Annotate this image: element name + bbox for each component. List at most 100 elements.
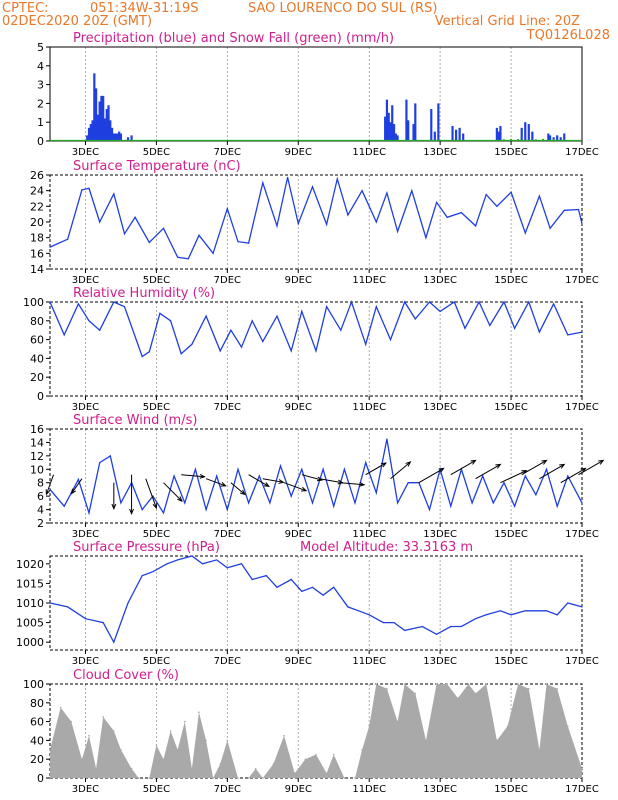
run-label: 02DEC2020 20Z (GMT) [2,14,152,29]
series-point [63,505,65,507]
wind-arrow-head [405,461,412,467]
wind-arrow [539,463,565,480]
precip-bar [556,135,559,141]
series-point [478,301,480,303]
x-tick-label: 9DEC [285,784,312,795]
panel-title: Surface Pressure (hPa) [73,540,220,555]
series-point [563,209,565,211]
series-point [475,618,477,620]
cloud-point [59,706,62,709]
y-tick-label: 1015 [16,577,44,590]
cloud-point [567,725,569,728]
panel-title: Relative Humidity (%) [73,286,215,301]
series-point [198,234,200,236]
series-point [127,602,129,604]
precip-bar [105,109,108,141]
precip-bar [93,73,96,141]
series-point [240,563,243,565]
series-point [365,343,367,345]
series-point [435,201,438,204]
precip-bar [86,135,89,141]
series-point [396,230,399,232]
panel-title: Cloud Cover (%) [73,668,179,683]
series-point [549,227,551,229]
x-tick-label: 5DEC [143,529,170,540]
series-line [49,438,583,516]
series-point [485,193,487,196]
wind-arrow [475,463,501,480]
y-tick-label: 40 [30,734,44,747]
series-point [450,505,452,507]
series-point [581,606,583,608]
series-point [326,306,328,308]
x-tick-label: 11DEC [352,275,386,286]
precip-bar [497,131,500,141]
x-tick-label: 11DEC [352,656,386,667]
precip-bar [387,112,390,141]
precip-bar [112,133,115,141]
panel-1: Surface Temperature (nC) 14 16 18 20 22 24 26 3D… [30,159,599,286]
series-point [439,310,441,312]
series-point [173,475,175,477]
series-point [63,334,65,336]
panel-frame [49,555,583,651]
y-tick-label: 0 [37,390,44,403]
precip-bar [405,99,408,141]
series-point [567,334,569,336]
cloud-point [517,683,519,685]
series-point [180,353,182,355]
cloud-point [247,777,250,779]
y-tick-label: 80 [30,315,44,328]
series-point [538,195,541,197]
series-point [269,502,271,504]
series-point [113,641,115,643]
cloud-point [226,739,229,742]
x-tick-label: 17DEC [565,529,599,540]
precip-bar [96,114,99,141]
series-point [237,240,239,243]
x-tick-label: 15DEC [494,275,528,286]
wind-arrow-head [129,508,134,515]
y-tick-label: 0 [37,772,44,785]
series-point [77,478,79,480]
series-point [577,208,580,211]
precip-bar [114,133,117,141]
cloud-point [414,692,417,695]
grid-note-label: Vertical Grid Line: 20Z [435,14,580,29]
x-tick-label: 11DEC [352,784,386,795]
series-point [333,505,335,507]
precip-bar [98,101,101,141]
y-tick-label: 6 [37,490,44,503]
wind-arrow-head [316,476,324,482]
cloud-point [205,739,207,742]
series-point [535,494,537,496]
series-point [276,225,278,227]
series-point [396,502,399,504]
y-tick-label: 1020 [16,558,44,571]
wind-arrow-head [177,496,183,502]
location-label: SAO LOURENCO DO SUL (RS) [248,1,437,16]
series-point [311,586,314,588]
series-point [152,571,154,573]
wind-arrow [283,482,307,492]
series-point [350,301,353,303]
series-point [201,563,204,565]
y-tick-label: 0 [37,135,44,148]
series-point [301,310,303,312]
series-point [528,301,530,303]
cloud-point [304,758,307,760]
series-point [460,212,463,214]
series-point [177,559,179,561]
y-tick-label: 16 [30,423,44,436]
series-point [446,216,448,218]
series-point [219,350,221,352]
series-point [262,340,264,343]
series-point [475,225,477,227]
series-point [340,329,342,331]
series-point [251,578,253,581]
series-point [567,475,569,477]
series-point [194,468,197,470]
series-point [148,241,150,243]
cloud-point [283,734,285,737]
